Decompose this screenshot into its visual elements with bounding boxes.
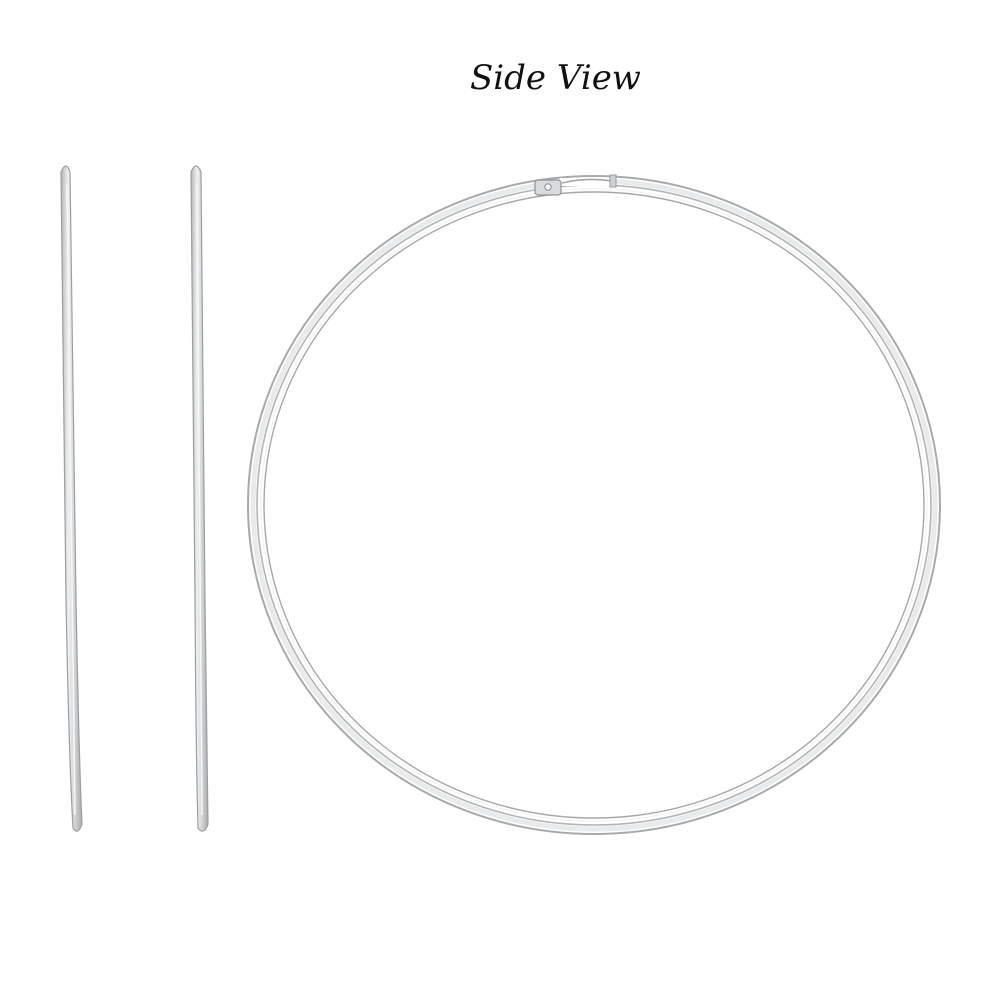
hoop-side-profile-right	[190, 165, 209, 832]
hoop-clasp	[534, 174, 617, 196]
side-view-caption: Side View	[470, 58, 641, 98]
hoop-side-profile-left	[60, 165, 83, 832]
hoop-front-view	[247, 175, 941, 835]
